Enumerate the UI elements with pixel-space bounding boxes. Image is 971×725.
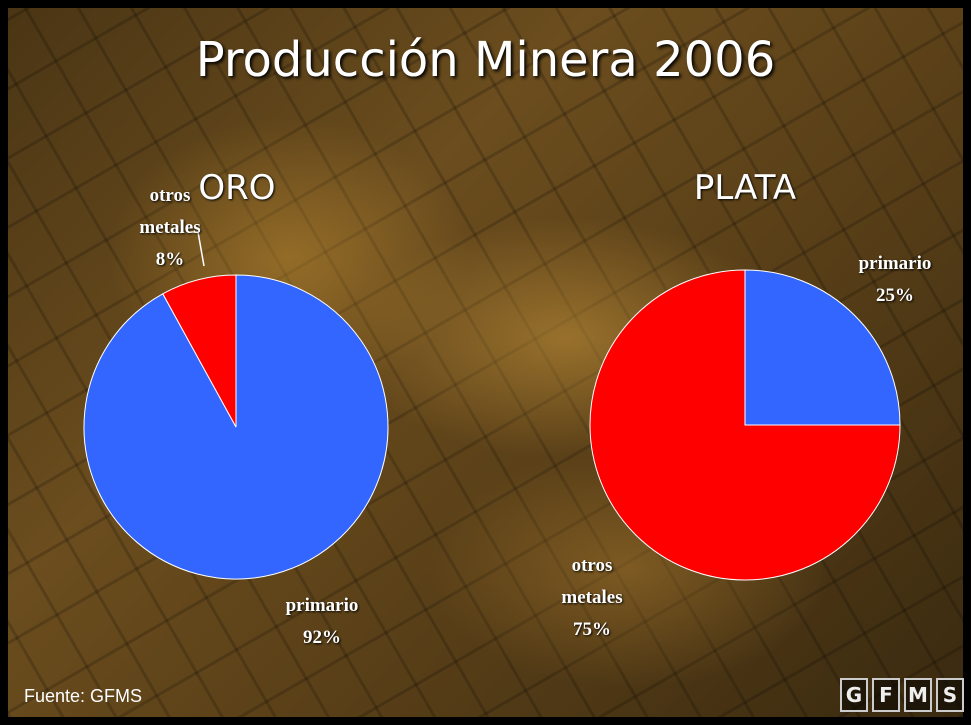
leader-line (188, 231, 205, 267)
slide-title: Producción Minera 2006 (195, 32, 776, 88)
source: Fuente: GFMS (24, 686, 143, 706)
slice-value: 92% (303, 627, 341, 648)
slice-category: otros metales (561, 555, 623, 608)
pie-slice (162, 274, 237, 428)
slice-label: primario 25% (845, 248, 945, 312)
pie-slice (589, 269, 901, 581)
pie-title: ORO (198, 168, 276, 208)
slice-value: 8% (155, 249, 185, 270)
slice-label: primario 92% (272, 590, 372, 654)
logo-letter: M (904, 678, 932, 712)
slice-value: 75% (573, 619, 611, 640)
logo-letter: F (872, 678, 900, 712)
pie-slice (744, 269, 901, 426)
slice-value: 25% (876, 285, 914, 306)
slice-category: primario (858, 253, 932, 274)
slice-label: otros metales 8% (120, 180, 220, 276)
slice-category: otros metales (139, 185, 201, 238)
logo-letter: G (840, 678, 868, 712)
logo-letter: S (936, 678, 964, 712)
slice-label: otros metales 75% (542, 550, 642, 646)
slice-category: primario (285, 595, 359, 616)
pie-title: PLATA (693, 168, 797, 208)
